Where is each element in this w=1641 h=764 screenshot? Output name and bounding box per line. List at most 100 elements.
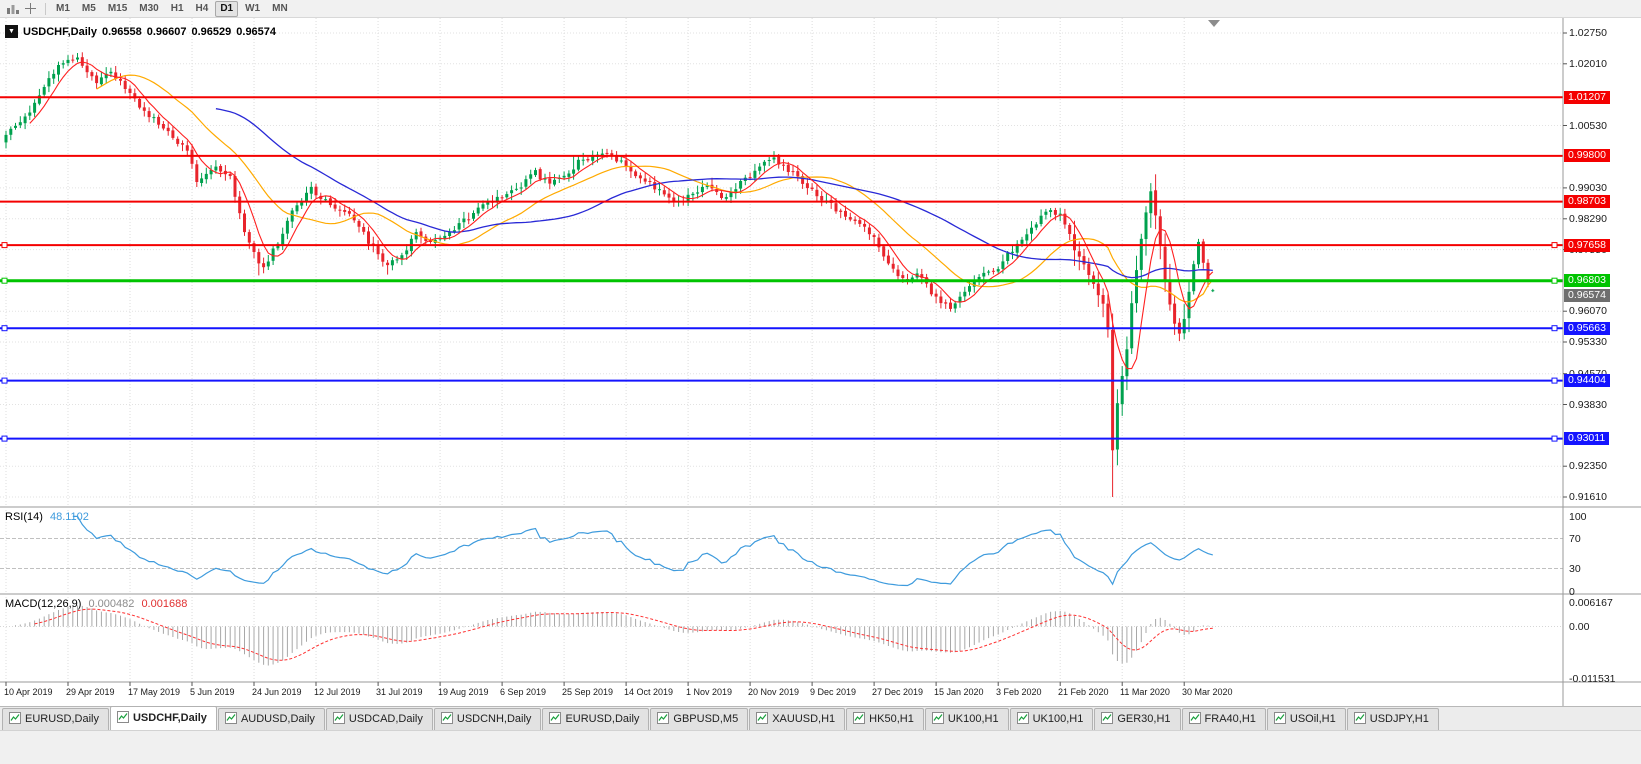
line-handle[interactable]: [1, 377, 8, 384]
line-handle[interactable]: [1, 325, 8, 332]
macd-axis-label: 0.00: [1569, 621, 1590, 633]
symbol-dropdown-icon[interactable]: ▼: [5, 25, 18, 38]
panel-splitter[interactable]: [0, 593, 1641, 595]
timeframe-m15[interactable]: M15: [107, 2, 128, 14]
ohlc-close: 0.96574: [236, 25, 277, 38]
timeframe-m30[interactable]: M30: [139, 2, 159, 14]
macd-name: MACD(12,26,9): [5, 598, 82, 610]
status-strip: [0, 730, 1641, 764]
timeframe-h4[interactable]: H4: [195, 2, 209, 14]
timeframe-d1[interactable]: D1: [215, 0, 239, 17]
tab-label: EURUSD,Daily: [565, 713, 640, 725]
price-line-badge: 0.94404: [1564, 374, 1610, 388]
chart-tab-icon: [1273, 711, 1286, 727]
chart-shift-marker[interactable]: [1208, 20, 1220, 27]
date-tick-label: 17 May 2019: [128, 687, 181, 697]
tab-label: USDCAD,Daily: [348, 713, 423, 725]
tab-usdchf-daily[interactable]: USDCHF,Daily: [109, 706, 217, 730]
panel-splitter[interactable]: [0, 506, 1641, 508]
tab-ger30-h1[interactable]: GER30,H1: [1094, 708, 1181, 730]
macd-axis-label: -0.011531: [1569, 672, 1616, 685]
tab-gbpusd-m5[interactable]: GBPUSD,M5: [650, 708, 749, 730]
date-tick-label: 24 Jun 2019: [252, 687, 302, 697]
tab-usdjpy-h1[interactable]: USDJPY,H1: [1346, 708, 1439, 730]
rsi-axis-label: 100: [1569, 510, 1587, 523]
tab-audusd-daily[interactable]: AUDUSD,Daily: [217, 708, 325, 730]
tab-eurusd-daily[interactable]: EURUSD,Daily: [2, 708, 109, 730]
tab-label: FRA40,H1: [1204, 713, 1256, 725]
price-axis-label: 0.91610: [1569, 491, 1607, 503]
tab-uk100-h1[interactable]: UK100,H1: [1009, 708, 1094, 730]
date-tick-label: 6 Sep 2019: [500, 687, 547, 697]
ohlc-open: 0.96558: [101, 25, 142, 38]
timeframe-h1[interactable]: H1: [170, 2, 184, 14]
timeframe-w1[interactable]: W1: [245, 2, 261, 14]
tab-usdcnh-daily[interactable]: USDCNH,Daily: [433, 708, 542, 730]
rsi-axis-label: 70: [1569, 533, 1581, 545]
ohlc-low: 0.96529: [191, 25, 232, 38]
timeframe-mn[interactable]: MN: [272, 2, 288, 14]
chart-tab-icon: [657, 711, 670, 727]
price-axis-label: 0.95330: [1569, 336, 1607, 348]
date-tick-label: 30 Mar 2020: [1182, 687, 1233, 697]
tab-label: HK50,H1: [869, 713, 914, 725]
date-tick-label: 15 Jan 2020: [934, 687, 984, 697]
chart-symbol-period: USDCHF,Daily: [23, 25, 97, 38]
tab-usoil-h1[interactable]: USOil,H1: [1266, 708, 1346, 730]
line-handle[interactable]: [1551, 325, 1558, 332]
chart-tab-icon: [1353, 711, 1366, 727]
tab-label: GBPUSD,M5: [673, 713, 739, 725]
price-line-badge: 0.96803: [1564, 274, 1610, 288]
tab-label: XAUUSD,H1: [772, 713, 836, 725]
date-tick-label: 11 Mar 2020: [1120, 687, 1170, 697]
date-tick-label: 19 Aug 2019: [438, 687, 489, 697]
date-tick-label: 29 Apr 2019: [66, 687, 115, 697]
crosshair-icon[interactable]: [22, 1, 39, 16]
horizontal-lines: [0, 96, 1563, 442]
timeframe-m1[interactable]: M1: [56, 2, 70, 14]
line-handle[interactable]: [1551, 242, 1558, 249]
tab-label: UK100,H1: [947, 713, 999, 725]
date-tick-label: 12 Jul 2019: [314, 687, 361, 697]
tab-label: UK100,H1: [1032, 713, 1084, 725]
chart-tab-icon: [332, 711, 345, 727]
date-tick-label: 9 Dec 2019: [810, 687, 857, 697]
line-handle[interactable]: [1551, 377, 1558, 384]
date-tick-label: 10 Apr 2019: [4, 687, 53, 697]
tab-fra40-h1[interactable]: FRA40,H1: [1181, 708, 1266, 730]
chart-tab-icon: [853, 711, 866, 727]
tool-separator: [45, 2, 46, 15]
line-handle[interactable]: [1, 242, 8, 249]
rsi-label: RSI(14) 48.1102: [5, 511, 89, 523]
chart-tab-icon: [1016, 711, 1029, 727]
rsi-indicator: [0, 515, 1563, 587]
tab-usdcad-daily[interactable]: USDCAD,Daily: [325, 708, 433, 730]
tab-label: USDJPY,H1: [1369, 713, 1429, 725]
date-tick-label: 3 Feb 2020: [996, 687, 1042, 697]
price-axis-label: 0.99030: [1569, 181, 1607, 194]
timeframe-m5[interactable]: M5: [81, 2, 96, 14]
date-tick-label: 5 Jun 2019: [190, 687, 235, 697]
macd-label: MACD(12,26,9) 0.000482 0.001688: [5, 598, 187, 610]
tab-eurusd-daily[interactable]: EURUSD,Daily: [542, 708, 650, 730]
price-axis-label: 0.92350: [1569, 460, 1607, 473]
tab-hk50-h1[interactable]: HK50,H1: [846, 708, 924, 730]
price-line-badge: 0.99800: [1564, 149, 1610, 163]
date-tick-label: 1 Nov 2019: [686, 687, 733, 697]
rsi-value: 48.1102: [49, 511, 89, 523]
line-handle[interactable]: [1551, 277, 1558, 284]
tab-label: USDCNH,Daily: [456, 713, 532, 725]
line-handle[interactable]: [1, 277, 8, 284]
line-handle[interactable]: [1551, 435, 1558, 442]
ohlc-high: 0.96607: [146, 25, 187, 38]
date-tick-label: 21 Feb 2020: [1058, 687, 1109, 697]
line-handle[interactable]: [1, 435, 8, 442]
price-line-badge: 0.97658: [1564, 238, 1610, 252]
tab-uk100-h1[interactable]: UK100,H1: [924, 708, 1009, 730]
chart-tab-icon: [549, 711, 562, 727]
tab-xauusd-h1[interactable]: XAUUSD,H1: [749, 708, 846, 730]
date-tick-label: 14 Oct 2019: [624, 687, 674, 697]
chart-tab-icon: [931, 711, 944, 727]
charts-icon[interactable]: [4, 1, 21, 16]
